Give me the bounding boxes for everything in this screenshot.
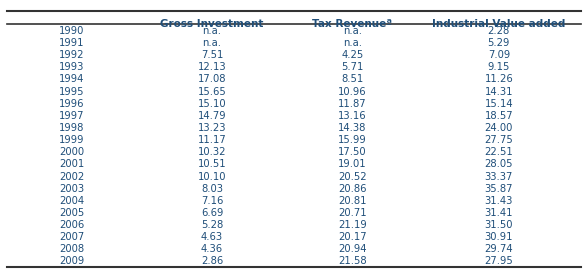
- Text: 31.41: 31.41: [485, 208, 513, 218]
- Text: 5.28: 5.28: [201, 220, 223, 230]
- Text: 2007: 2007: [59, 232, 84, 242]
- Text: 4.63: 4.63: [201, 232, 223, 242]
- Text: 20.52: 20.52: [338, 172, 367, 182]
- Text: 20.81: 20.81: [338, 196, 367, 206]
- Text: 20.17: 20.17: [338, 232, 367, 242]
- Text: 1991: 1991: [59, 38, 84, 48]
- Text: 2003: 2003: [59, 184, 84, 194]
- Text: 35.87: 35.87: [485, 184, 513, 194]
- Text: 2009: 2009: [59, 256, 84, 266]
- Text: 1996: 1996: [59, 99, 84, 109]
- Text: 14.79: 14.79: [198, 111, 226, 121]
- Text: 17.50: 17.50: [338, 147, 367, 157]
- Text: 20.94: 20.94: [338, 244, 367, 254]
- Text: 20.71: 20.71: [338, 208, 367, 218]
- Text: 31.43: 31.43: [485, 196, 513, 206]
- Text: n.a.: n.a.: [203, 26, 222, 36]
- Text: 8.03: 8.03: [201, 184, 223, 194]
- Text: 28.05: 28.05: [485, 159, 513, 169]
- Text: Industrial Value added: Industrial Value added: [432, 19, 566, 29]
- Text: 2006: 2006: [59, 220, 84, 230]
- Text: 1990: 1990: [59, 26, 84, 36]
- Text: 10.96: 10.96: [338, 86, 367, 96]
- Text: 33.37: 33.37: [485, 172, 513, 182]
- Text: 10.10: 10.10: [198, 172, 226, 182]
- Text: 1999: 1999: [59, 135, 84, 145]
- Text: Tax Revenueª: Tax Revenueª: [312, 19, 393, 29]
- Text: 1997: 1997: [59, 111, 84, 121]
- Text: 30.91: 30.91: [485, 232, 513, 242]
- Text: 8.51: 8.51: [342, 75, 363, 84]
- Text: 15.10: 15.10: [198, 99, 226, 109]
- Text: 11.17: 11.17: [198, 135, 226, 145]
- Text: 2005: 2005: [59, 208, 84, 218]
- Text: 15.65: 15.65: [198, 86, 226, 96]
- Text: 1995: 1995: [59, 86, 84, 96]
- Text: 2.86: 2.86: [201, 256, 223, 266]
- Text: 7.16: 7.16: [201, 196, 223, 206]
- Text: 12.13: 12.13: [198, 62, 226, 72]
- Text: 22.51: 22.51: [485, 147, 513, 157]
- Text: 4.25: 4.25: [342, 50, 363, 60]
- Text: 1992: 1992: [59, 50, 84, 60]
- Text: 1994: 1994: [59, 75, 84, 84]
- Text: 4.36: 4.36: [201, 244, 223, 254]
- Text: 15.99: 15.99: [338, 135, 367, 145]
- Text: 2001: 2001: [59, 159, 84, 169]
- Text: 15.14: 15.14: [485, 99, 513, 109]
- Text: n.a.: n.a.: [343, 26, 362, 36]
- Text: 5.71: 5.71: [342, 62, 364, 72]
- Text: 6.69: 6.69: [201, 208, 223, 218]
- Text: 2000: 2000: [59, 147, 84, 157]
- Text: 7.09: 7.09: [487, 50, 510, 60]
- Text: 2002: 2002: [59, 172, 84, 182]
- Text: 2004: 2004: [59, 196, 84, 206]
- Text: n.a.: n.a.: [343, 38, 362, 48]
- Text: 10.51: 10.51: [198, 159, 226, 169]
- Text: 13.23: 13.23: [198, 123, 226, 133]
- Text: 11.26: 11.26: [485, 75, 513, 84]
- Text: 13.16: 13.16: [338, 111, 367, 121]
- Text: 20.86: 20.86: [338, 184, 367, 194]
- Text: n.a.: n.a.: [203, 38, 222, 48]
- Text: 2.28: 2.28: [487, 26, 510, 36]
- Text: 29.74: 29.74: [485, 244, 513, 254]
- Text: Gross Investment: Gross Investment: [161, 19, 264, 29]
- Text: 21.19: 21.19: [338, 220, 367, 230]
- Text: 27.95: 27.95: [485, 256, 513, 266]
- Text: 27.75: 27.75: [485, 135, 513, 145]
- Text: 14.31: 14.31: [485, 86, 513, 96]
- Text: 21.58: 21.58: [338, 256, 367, 266]
- Text: 11.87: 11.87: [338, 99, 367, 109]
- Text: 31.50: 31.50: [485, 220, 513, 230]
- Text: 1993: 1993: [59, 62, 84, 72]
- Text: 2008: 2008: [59, 244, 84, 254]
- Text: 24.00: 24.00: [485, 123, 513, 133]
- Text: 9.15: 9.15: [487, 62, 510, 72]
- Text: 1998: 1998: [59, 123, 84, 133]
- Text: 19.01: 19.01: [338, 159, 367, 169]
- Text: 18.57: 18.57: [485, 111, 513, 121]
- Text: 7.51: 7.51: [201, 50, 223, 60]
- Text: 17.08: 17.08: [198, 75, 226, 84]
- Text: 14.38: 14.38: [338, 123, 367, 133]
- Text: 10.32: 10.32: [198, 147, 226, 157]
- Text: 5.29: 5.29: [487, 38, 510, 48]
